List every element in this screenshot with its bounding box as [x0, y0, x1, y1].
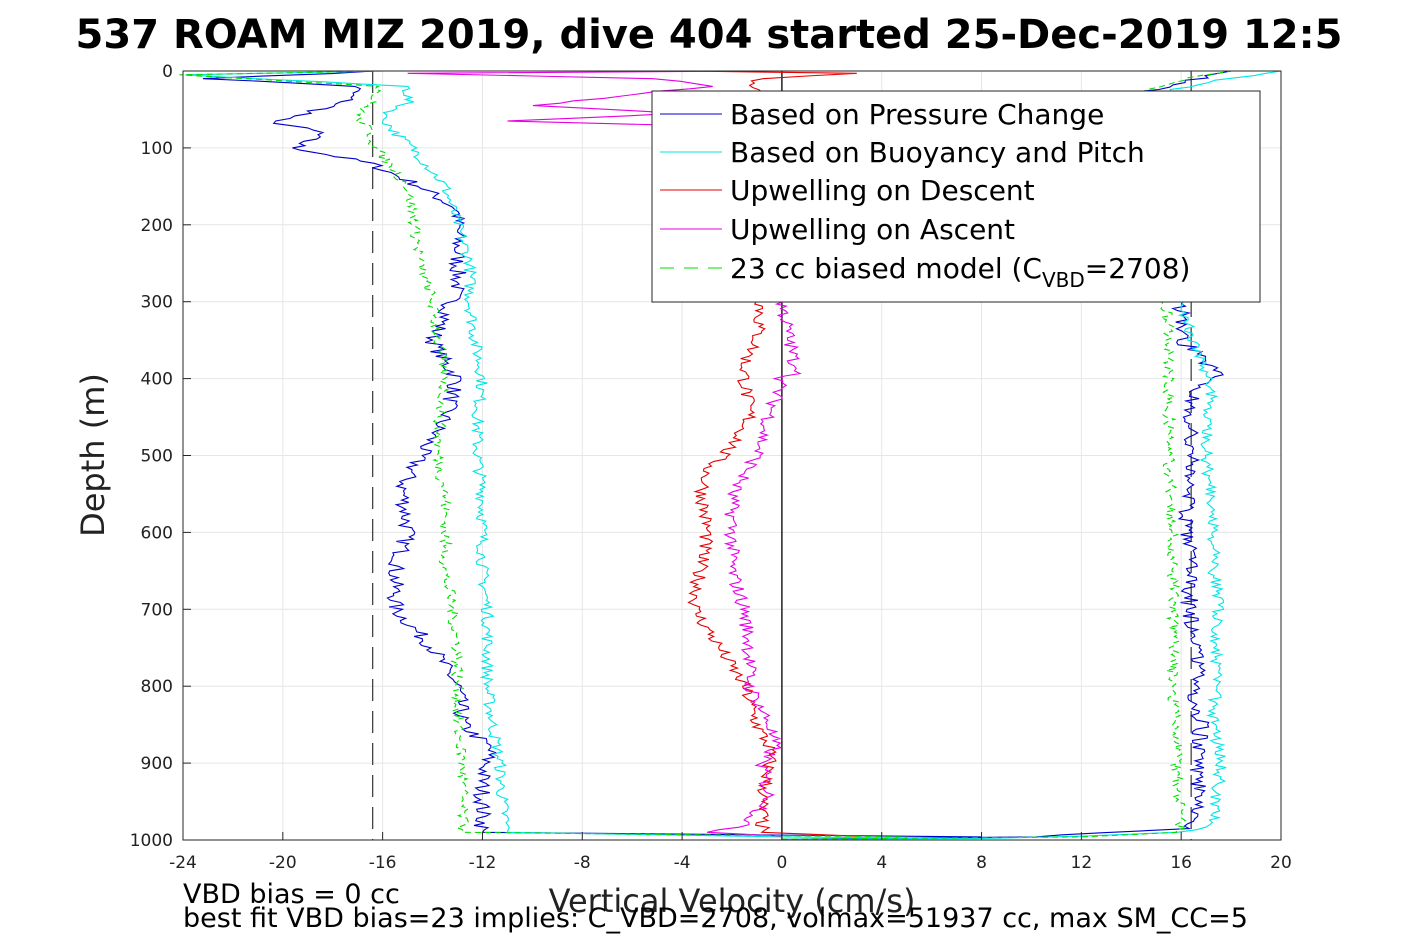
legend-biased-sub: VBD [1042, 268, 1085, 292]
x-tick-label-11: 20 [1270, 853, 1292, 873]
legend-entry-pressure: Based on Pressure Change [730, 98, 1104, 131]
legend-entry-upwelling-ascent: Upwelling on Ascent [730, 213, 1015, 246]
legend-entry-buoyancy: Based on Buoyancy and Pitch [730, 136, 1145, 169]
x-ticks: -24 -20 -16 -12 -8 -4 0 4 8 12 16 20 [169, 832, 1292, 873]
x-axis-label: Vertical Velocity (cm/s) [549, 882, 916, 920]
series-group [179, 70, 1282, 840]
legend-biased-end: =2708) [1085, 252, 1191, 285]
y-axis-label: Depth (m) [74, 373, 112, 537]
y-tick-label-5: 500 [141, 447, 173, 467]
y-tick-label-0: 0 [162, 62, 173, 82]
x-tick-label-4: -8 [574, 853, 591, 873]
y-tick-label-6: 600 [141, 523, 173, 543]
x-tick-label-10: 16 [1170, 853, 1192, 873]
legend-biased-main: 23 cc biased model (C [730, 252, 1042, 285]
y-tick-label-8: 800 [141, 677, 173, 697]
x-tick-label-6: 0 [776, 853, 787, 873]
y-tick-label-7: 700 [141, 600, 173, 620]
legend-box [651, 90, 1261, 303]
legend-entry-biased-model: 23 cc biased model (CVBD=2708) [730, 252, 1190, 292]
y-tick-label-3: 300 [141, 293, 173, 313]
legend-entry-upwelling-descent: Upwelling on Descent [730, 174, 1035, 207]
chart-title: 537 ROAM MIZ 2019, dive 404 started 25-D… [76, 12, 1343, 58]
x-tick-label-9: 12 [1071, 853, 1093, 873]
y-tick-label-1: 100 [141, 139, 173, 159]
legend: Based on Pressure Change Based on Buoyan… [651, 90, 1261, 303]
x-tick-label-2: -16 [369, 853, 397, 873]
x-tick-label-1: -20 [269, 853, 297, 873]
series-1-descent-line [185, 70, 982, 840]
note-best-fit: best fit VBD bias=23 implies: C_VBD=2708… [183, 903, 1248, 934]
x-tick-label-5: -4 [674, 853, 691, 873]
x-tick-label-0: -24 [169, 853, 197, 873]
x-tick-label-3: -12 [469, 853, 497, 873]
x-tick-label-8: 8 [976, 853, 987, 873]
y-ticks: 0 100 200 300 400 500 600 700 800 900 1000 [130, 62, 191, 851]
note-vbd-bias: VBD bias = 0 cc [183, 879, 400, 910]
series-4-descent-line [179, 70, 907, 838]
x-tick-label-7: 4 [876, 853, 887, 873]
y-tick-label-4: 400 [141, 370, 173, 390]
y-tick-label-2: 200 [141, 216, 173, 236]
y-tick-label-10: 1000 [130, 831, 173, 851]
series-0-descent-line [202, 70, 982, 838]
y-tick-label-9: 900 [141, 754, 173, 774]
